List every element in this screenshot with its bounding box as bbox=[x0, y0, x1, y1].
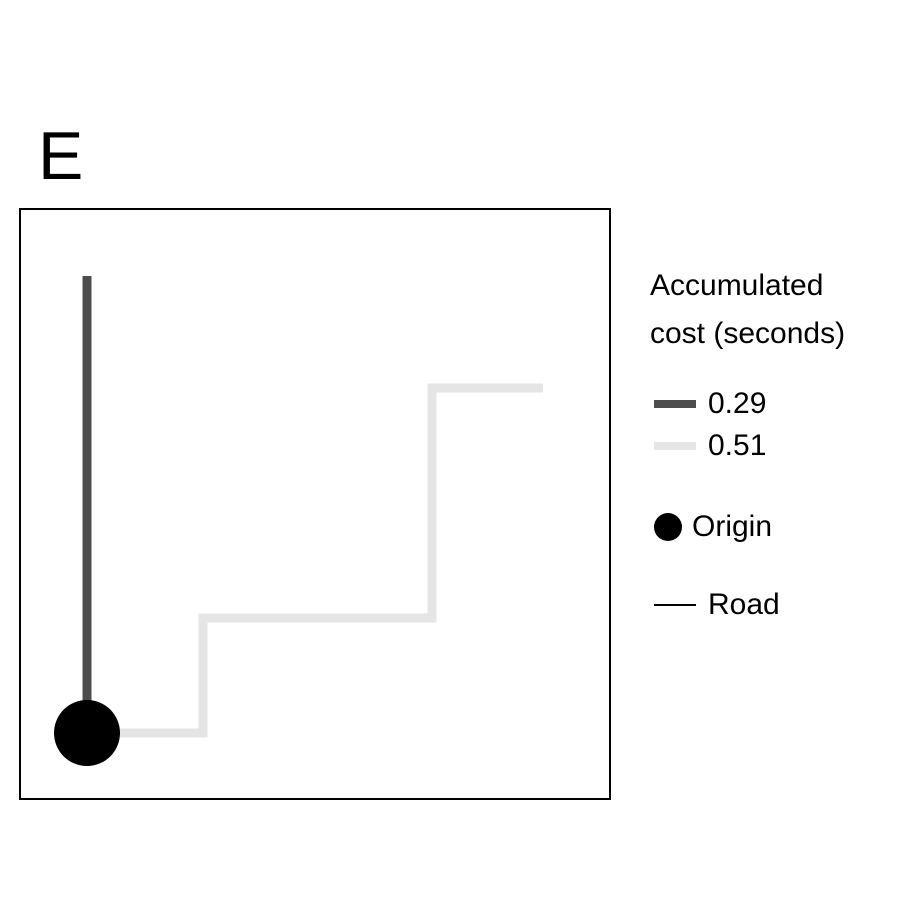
origin-point bbox=[54, 700, 120, 766]
legend-label-road: Road bbox=[708, 588, 780, 621]
legend-title-line-1: Accumulated bbox=[650, 269, 824, 302]
legend-label-cost-low: 0.29 bbox=[708, 387, 767, 420]
path-cost-high bbox=[87, 383, 543, 738]
legend-swatch-cost-high bbox=[654, 442, 696, 450]
legend-road-icon bbox=[654, 604, 696, 606]
legend-swatch-cost-low bbox=[654, 400, 696, 408]
map-canvas bbox=[54, 276, 543, 766]
legend-item-road: Road bbox=[650, 585, 890, 625]
panel-letter: E bbox=[38, 118, 84, 194]
legend-title-line-2: cost (seconds) bbox=[650, 317, 846, 350]
legend-title: Accumulated cost (seconds) bbox=[650, 262, 890, 358]
legend-label-cost-high: 0.51 bbox=[708, 429, 767, 462]
map-panel bbox=[19, 208, 611, 800]
legend-item-cost-high: 0.51 bbox=[650, 426, 890, 466]
legend-item-cost-low: 0.29 bbox=[650, 384, 890, 424]
legend-label-origin: Origin bbox=[692, 510, 773, 543]
legend-item-origin: Origin bbox=[650, 507, 890, 547]
legend-origin-icon bbox=[654, 513, 682, 541]
